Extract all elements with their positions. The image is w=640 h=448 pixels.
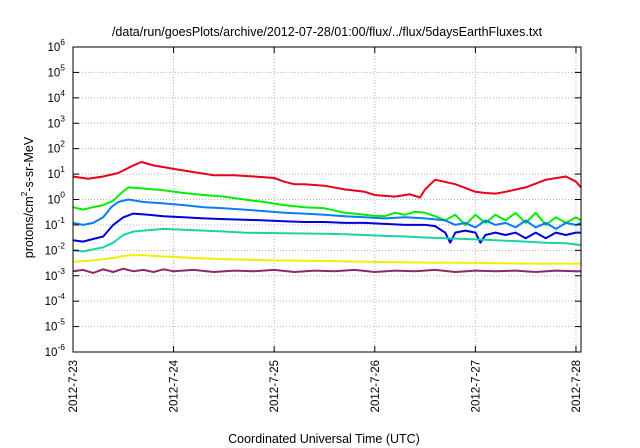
y-tick-label: 102 (47, 139, 65, 156)
y-tick-base: 10 (45, 347, 58, 359)
y-tick-exponent: 3 (60, 113, 65, 123)
y-tick-label: 106 (47, 37, 65, 54)
flux-series-line (72, 267, 581, 274)
chart-title: /data/run/goesPlots/archive/2012-07-28/0… (112, 25, 543, 39)
y-tick-base: 10 (47, 144, 60, 156)
y-tick-label: 10-4 (45, 291, 66, 308)
y-axis-label-suffix: -s-sr-MeV (22, 136, 36, 192)
y-tick-base: 10 (47, 169, 60, 181)
x-tick-label: 2012-7-28 (571, 360, 583, 412)
x-tick-label: 2012-7-27 (470, 360, 482, 412)
y-tick-label: 10-5 (45, 317, 66, 334)
y-tick-labels: 10-610-510-410-310-210-11001011021031041… (45, 37, 66, 359)
y-tick-base: 10 (47, 118, 60, 130)
grid-lines (73, 47, 581, 352)
y-axis-label: protons/cm2-s-sr-MeV (19, 136, 36, 258)
x-axis-label: Coordinated Universal Time (UTC) (228, 432, 420, 446)
y-tick-exponent: 0 (60, 190, 65, 200)
flux-series-line (72, 198, 582, 230)
x-tick-label: 2012-7-25 (269, 360, 281, 412)
y-tick-base: 10 (47, 195, 60, 207)
axis-ticks (72, 46, 581, 353)
y-tick-exponent: -4 (57, 291, 65, 301)
y-tick-label: 10-6 (45, 342, 66, 359)
y-tick-exponent: 1 (60, 164, 65, 174)
y-axis-label-exponent: 2 (19, 191, 29, 196)
y-tick-exponent: 6 (60, 37, 65, 47)
y-tick-label: 103 (47, 113, 65, 130)
flux-series-line (72, 212, 581, 244)
y-tick-base: 10 (47, 42, 60, 54)
y-tick-exponent: 4 (60, 88, 65, 98)
plot-frame (72, 46, 582, 353)
y-tick-label: 101 (47, 164, 65, 181)
flux-series-line (72, 227, 582, 253)
y-tick-label: 10-2 (45, 240, 66, 257)
y-tick-exponent: -6 (57, 342, 65, 352)
y-tick-label: 10-3 (45, 266, 66, 283)
y-tick-label: 10-1 (45, 215, 66, 232)
x-tick-label: 2012-7-26 (370, 360, 382, 412)
y-tick-label: 104 (47, 88, 65, 105)
series-lines (72, 161, 582, 274)
flux-series-line (72, 254, 581, 265)
y-tick-label: 105 (47, 62, 65, 79)
y-tick-exponent: 2 (60, 139, 65, 149)
x-tick-labels: 2012-7-23 2012-7-24 2012-7-25 2012-7-26 2012… (68, 359, 583, 412)
y-tick-exponent: -5 (57, 317, 65, 327)
y-tick-base: 10 (45, 296, 58, 308)
x-tick-label: 2012-7-24 (169, 359, 181, 412)
flux-series-line (72, 161, 582, 199)
y-axis-label-prefix: protons/cm (22, 196, 36, 258)
y-tick-exponent: -2 (57, 240, 65, 250)
y-tick-base: 10 (47, 67, 60, 79)
y-tick-base: 10 (47, 93, 60, 105)
y-tick-base: 10 (45, 220, 58, 232)
y-tick-label: 100 (47, 190, 65, 207)
y-tick-base: 10 (45, 322, 58, 334)
y-tick-exponent: 5 (60, 62, 65, 72)
y-tick-base: 10 (45, 245, 58, 257)
y-tick-exponent: -1 (57, 215, 65, 225)
y-tick-base: 10 (45, 271, 58, 283)
x-tick-label: 2012-7-23 (68, 360, 80, 412)
y-tick-exponent: -3 (57, 266, 65, 276)
flux-series-line (72, 186, 582, 226)
